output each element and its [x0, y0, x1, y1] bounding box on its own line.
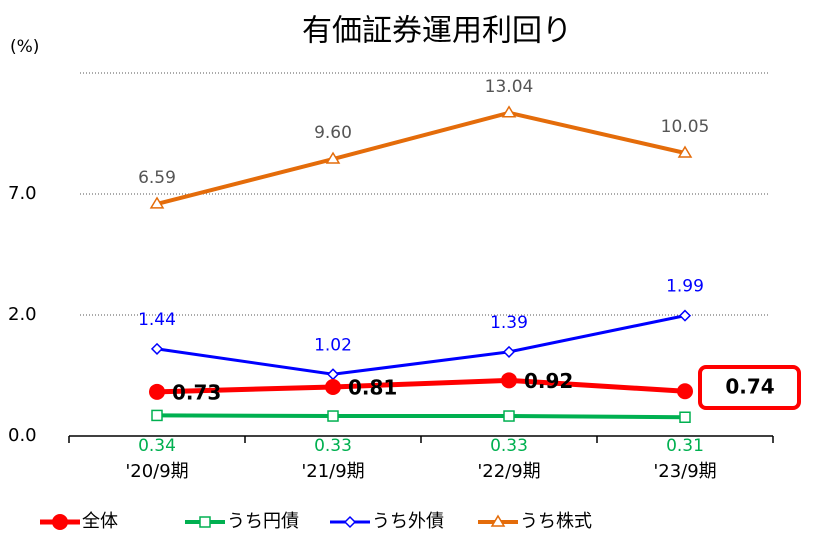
- data-label: 0.33: [490, 436, 528, 456]
- point: [503, 410, 515, 422]
- point: [679, 411, 691, 423]
- data-label: 10.05: [661, 117, 710, 137]
- data-label: 0.73: [172, 380, 221, 404]
- series-line: [156, 377, 686, 395]
- point: [151, 409, 163, 422]
- data-label: 0.33: [314, 436, 352, 456]
- point: [678, 309, 692, 322]
- legend-marker: [490, 514, 506, 527]
- legend-marker: [343, 515, 357, 529]
- data-label: 1.02: [314, 335, 352, 355]
- point: [677, 383, 693, 400]
- data-label: 1.99: [666, 277, 704, 297]
- legend-marker: [199, 516, 211, 528]
- series-line: [156, 413, 686, 420]
- legend-label: うち外債: [372, 511, 444, 532]
- y-tick-label: 2.0: [8, 304, 37, 325]
- legend-label: うち株式: [520, 511, 592, 532]
- y-tick-label: 0.0: [8, 425, 37, 446]
- point: [149, 196, 165, 209]
- series-line: [156, 110, 686, 206]
- data-label: 0.81: [348, 375, 397, 399]
- y-tick-label: 7.0: [8, 183, 37, 204]
- series-line: [156, 314, 686, 376]
- data-label: 1.39: [490, 313, 528, 333]
- chart-title: 有価証券運用利回り: [302, 14, 572, 49]
- data-label: 0.34: [138, 436, 176, 456]
- point: [501, 372, 517, 389]
- data-label: 0.74: [725, 375, 774, 399]
- legend-label: うち円債: [227, 511, 299, 532]
- data-label: 0.92: [524, 369, 573, 393]
- y-unit: (%): [10, 37, 39, 57]
- x-tick-label: '21/9期: [301, 461, 364, 482]
- data-label: 13.04: [485, 77, 534, 97]
- point: [326, 368, 340, 381]
- point: [501, 105, 517, 118]
- point: [677, 145, 693, 158]
- callout-box: [698, 365, 801, 410]
- x-tick-label: '20/9期: [125, 461, 188, 482]
- x-tick-label: '23/9期: [653, 461, 716, 482]
- point: [325, 151, 341, 164]
- legend-label: 全体: [82, 511, 118, 532]
- point: [149, 383, 165, 400]
- data-label: 1.44: [138, 310, 176, 330]
- point: [325, 378, 341, 395]
- data-label: 6.59: [138, 168, 176, 188]
- point: [150, 342, 164, 355]
- x-tick-label: '22/9期: [477, 461, 540, 482]
- legend-marker: [52, 514, 68, 530]
- point: [327, 410, 339, 422]
- data-label: 9.60: [314, 123, 352, 143]
- point: [502, 345, 516, 358]
- data-label: 0.31: [666, 436, 704, 456]
